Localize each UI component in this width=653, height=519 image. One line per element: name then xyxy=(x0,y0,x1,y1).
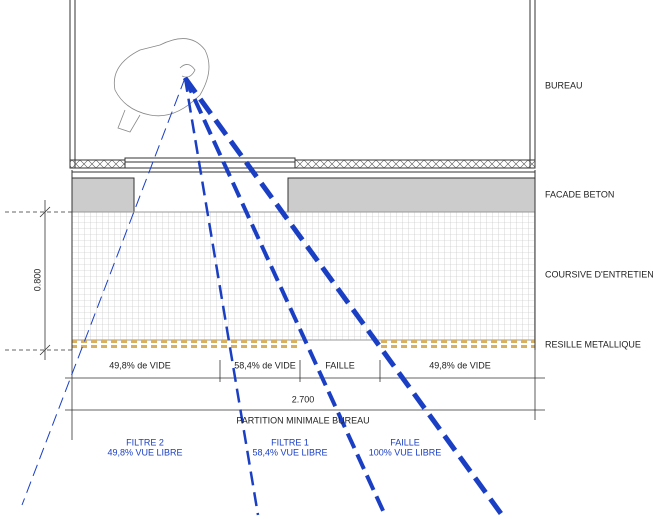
label: FACADE BETON xyxy=(545,189,614,199)
segment-label: FAILLE xyxy=(325,360,355,370)
segment-label: 49,8% de VIDE xyxy=(429,360,491,370)
segment-label: 49,8% de VIDE xyxy=(109,360,171,370)
sight-lines xyxy=(21,76,505,517)
filter-name: FILTRE 2 xyxy=(126,437,164,447)
segment-label: 58,4% de VIDE xyxy=(234,360,296,370)
dimension-lines xyxy=(5,200,545,440)
person-sketch xyxy=(113,38,210,133)
dimension-label: 0.800 xyxy=(32,269,42,292)
label: COURSIVE D'ENTRETIEN xyxy=(545,269,653,279)
label: BUREAU xyxy=(545,80,583,90)
walls xyxy=(69,0,536,350)
filter-name: FAILLE xyxy=(390,437,420,447)
filter-view: 58,4% VUE LIBRE xyxy=(252,447,327,457)
dimension-label: PARTITION MINIMALE BUREAU xyxy=(236,415,369,425)
dimension-label: 2.700 xyxy=(292,394,315,404)
filter-view: 49,8% VUE LIBRE xyxy=(107,447,182,457)
filter-view: 100% VUE LIBRE xyxy=(369,447,442,457)
filter-name: FILTRE 1 xyxy=(271,437,309,447)
label: RESILLE METALLIQUE xyxy=(545,339,641,349)
